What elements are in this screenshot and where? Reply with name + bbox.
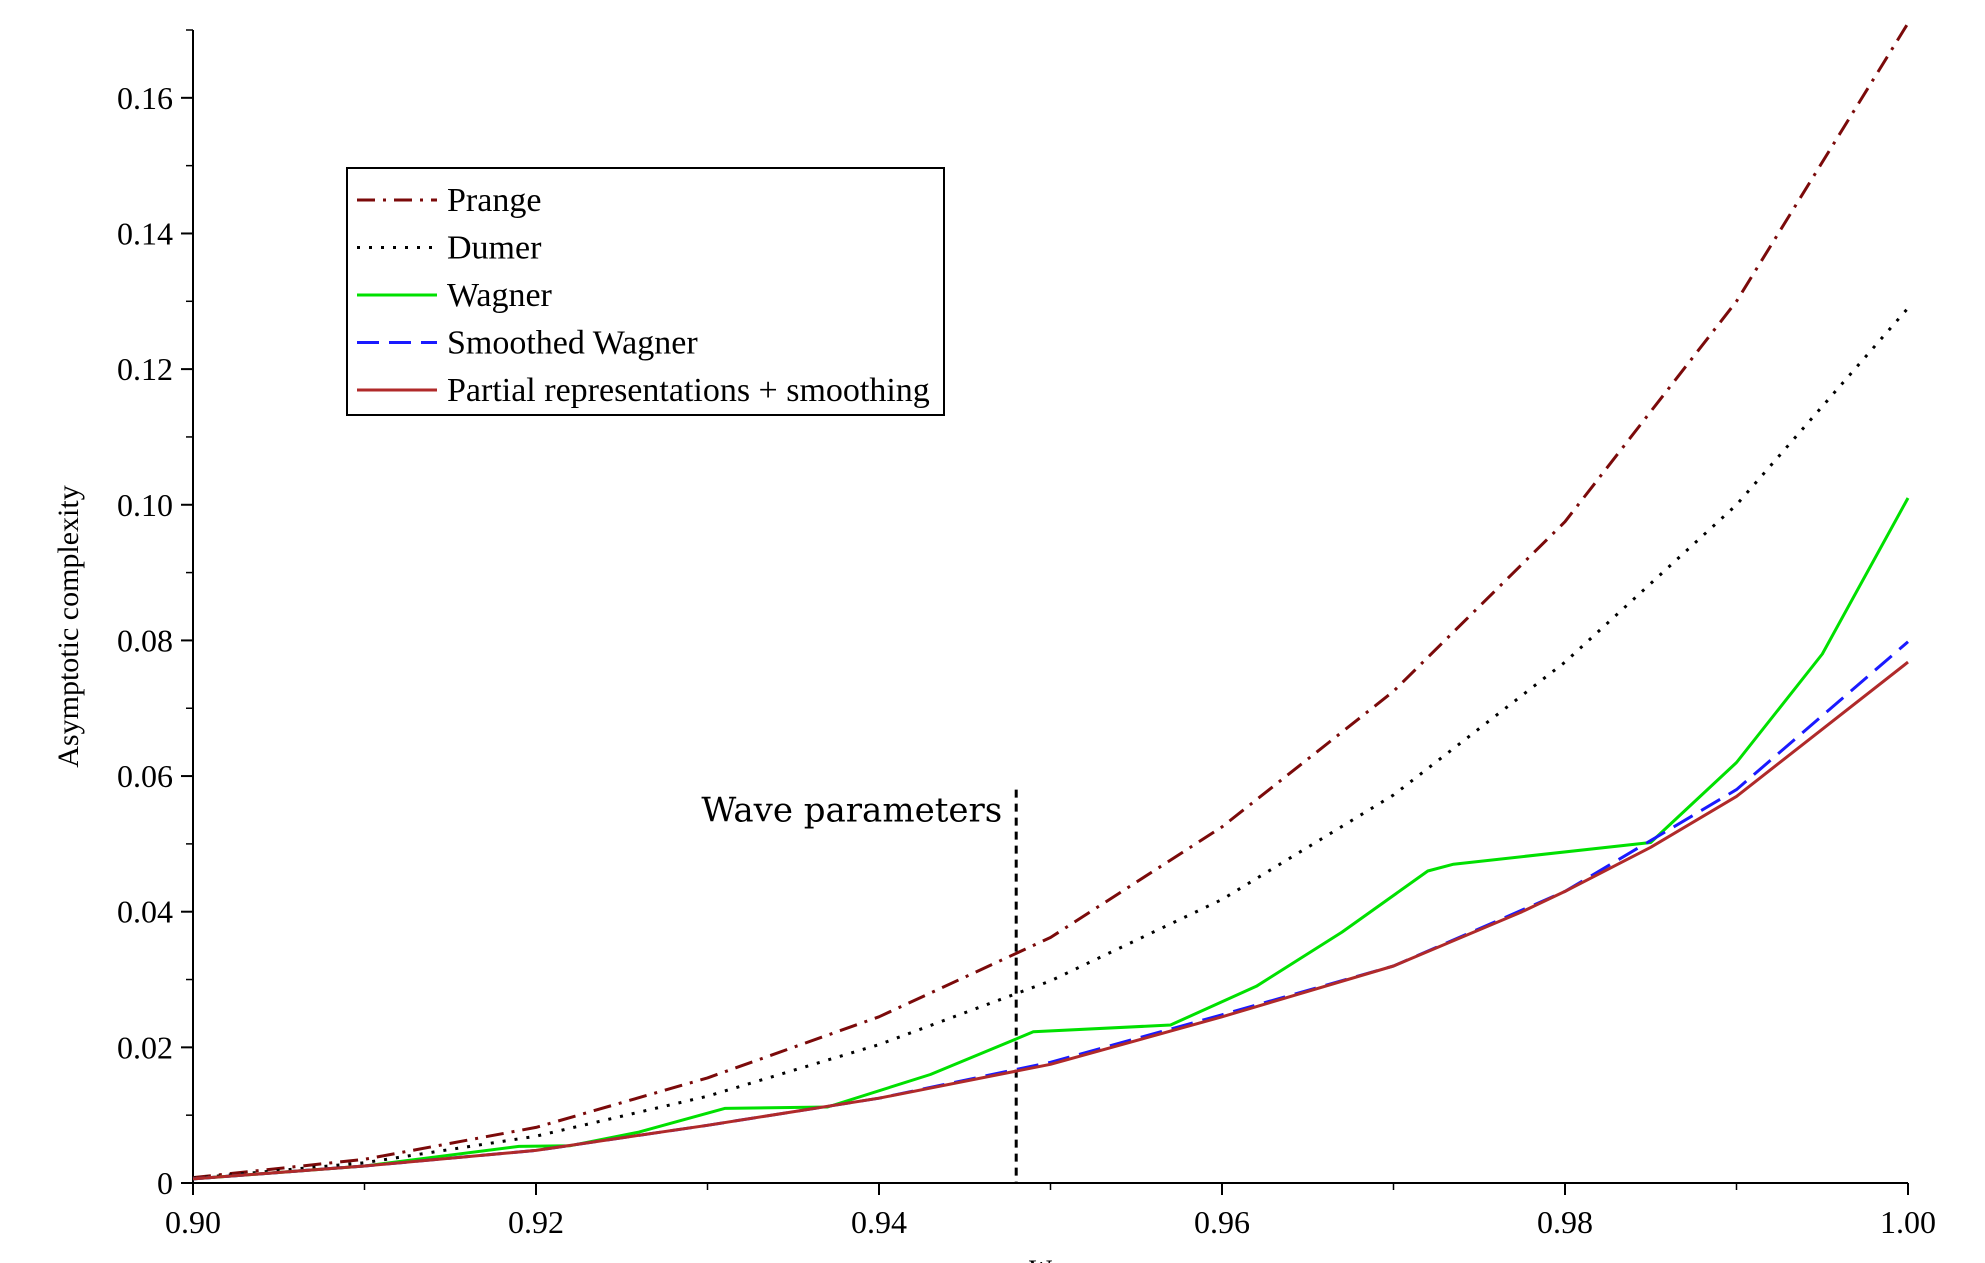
x-tick-label: 0.96 xyxy=(1194,1204,1250,1240)
axes: 0.90 0.92 0.94 0.96 0.98 1.00 0 0.02 0.04 0.06 0.0… xyxy=(117,29,1936,1240)
x-axis-label: w xyxy=(1029,1246,1052,1263)
legend-label-3: Wagner xyxy=(447,277,553,314)
legend-label-2: Dumer xyxy=(447,230,542,267)
series-line-5 xyxy=(192,660,1909,1181)
legend: Prange Dumer Wagner Smoothed Wagner Partial … xyxy=(346,167,945,416)
y-tick-label: 0.12 xyxy=(117,351,173,387)
y-tick-label: 0.08 xyxy=(117,622,173,658)
y-axis-label: Asymptotic complexity xyxy=(52,485,85,767)
legend-label-5: Partial representations + smoothing xyxy=(447,372,930,409)
x-tick-label: 0.90 xyxy=(165,1204,221,1240)
y-tick-label: 0.14 xyxy=(117,215,173,251)
legend-label-1: Prange xyxy=(447,182,541,219)
wave-parameters-label: Wave parameters xyxy=(701,791,1002,831)
y-tick-label: 0.16 xyxy=(117,80,173,116)
legend-label-4: Smoothed Wagner xyxy=(447,325,698,362)
y-tick-label: 0.04 xyxy=(117,894,173,930)
y-tick-label: 0.06 xyxy=(117,758,173,794)
annotation-layer: Wave parameters xyxy=(701,789,1018,1183)
y-tick-label: 0.10 xyxy=(117,487,173,523)
x-tick-label: 0.98 xyxy=(1537,1204,1593,1240)
x-tick-label: 0.92 xyxy=(508,1204,564,1240)
legend-box xyxy=(346,167,945,416)
x-tick-label: 1.00 xyxy=(1880,1204,1936,1240)
y-tick-label: 0.02 xyxy=(117,1029,173,1065)
series-line-2 xyxy=(192,307,1910,1180)
x-tick-label: 0.94 xyxy=(851,1204,907,1240)
series-line-3 xyxy=(192,497,1910,1181)
series-line-4 xyxy=(192,640,1909,1181)
series-layer xyxy=(192,22,1910,1181)
y-tick-label: 0 xyxy=(157,1165,173,1201)
series-line-1 xyxy=(192,22,1910,1180)
